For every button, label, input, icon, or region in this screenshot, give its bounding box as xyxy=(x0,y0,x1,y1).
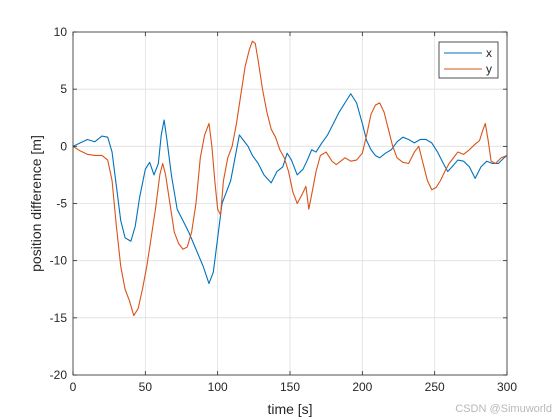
x-tick-label: 50 xyxy=(139,380,153,394)
x-tick-label: 200 xyxy=(352,380,372,394)
y-tick-label: 10 xyxy=(54,25,68,39)
x-tick-label: 150 xyxy=(280,380,300,394)
y-tick-label: -15 xyxy=(50,311,68,325)
y-tick-labels: -20 -15 -10 -5 0 5 10 xyxy=(50,25,68,382)
data-series xyxy=(73,40,507,317)
y-tick-label: 5 xyxy=(60,82,67,96)
grid-lines xyxy=(73,32,507,375)
x-axis-label: time [s] xyxy=(267,401,312,417)
x-tick-label: 250 xyxy=(425,380,445,394)
y-tick-label: -10 xyxy=(50,254,68,268)
y-tick-label: -20 xyxy=(50,368,68,382)
axis-ticks xyxy=(72,31,508,376)
y-axis-label: position difference [m] xyxy=(28,135,44,272)
series-line-y xyxy=(73,40,507,317)
legend-label-y: y xyxy=(486,62,492,76)
legend-label-x: x xyxy=(486,46,492,60)
legend-box xyxy=(438,41,499,79)
x-tick-label: 100 xyxy=(208,380,228,394)
x-tick-label: 0 xyxy=(70,380,77,394)
x-tick-labels: 0 50 100 150 200 250 300 xyxy=(70,380,518,394)
watermark: CSDN @Simuworld xyxy=(455,403,552,415)
legend: x y xyxy=(438,41,499,79)
y-tick-label: -5 xyxy=(56,197,67,211)
x-tick-label: 300 xyxy=(497,380,517,394)
y-tick-label: 0 xyxy=(60,139,67,153)
